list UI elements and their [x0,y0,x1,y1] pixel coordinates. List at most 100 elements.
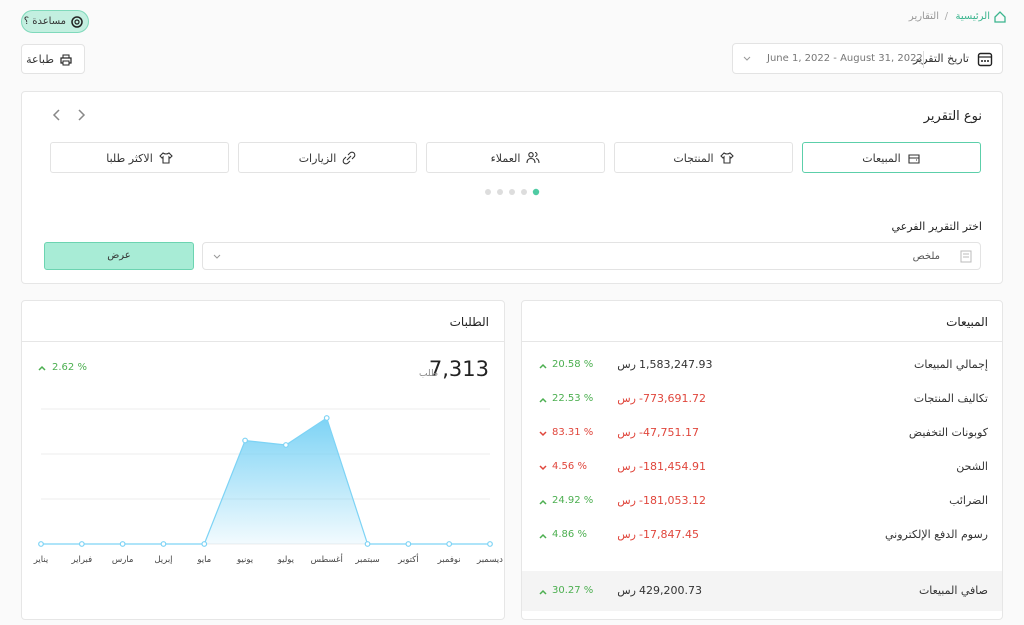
trend-arrow [539,397,547,403]
x-tick-label: مايو [196,555,211,565]
icon-shape [908,154,920,164]
divider [522,341,1002,342]
x-tick-label: سبتمبر [354,555,379,565]
tab-icon [158,152,173,164]
data-point [242,437,248,444]
trend-arrow [539,499,547,505]
tab-icon [526,151,540,164]
tab-label: العملاء [490,152,521,165]
tab-content: العملاء [427,151,604,165]
x-tick-label: أكتوبر [397,553,418,565]
tab-icon [719,152,734,164]
tab-icon [342,151,356,165]
data-point [446,541,453,547]
trend-arrow [539,363,547,369]
home-icon [994,11,1006,23]
sales-row-amount: -181,454.91 [639,460,706,473]
chevron [539,431,547,437]
net-sales-amount: 429,200.73 [639,584,702,597]
print-icon [60,54,72,66]
tab-label: الزيارات [298,152,337,165]
sales-row-name: تكاليف المنتجات [913,392,988,405]
chevron [539,465,547,471]
subreport-label: اختر التقرير الفرعي [891,220,982,233]
report-tab[interactable]: المنتجات [614,142,793,173]
x-tick-label: يناير [33,555,49,565]
orders-card: الطلبات 7,313 طلب 2.62 % يناير فبراير مارس… [21,300,505,620]
sales-row-name: كوبونات التخفيض [908,426,988,439]
x-tick-label: إبريل [154,555,172,565]
icon-shape [342,151,356,165]
print-label: طباعة [26,53,54,66]
trend-arrow [539,431,547,437]
x-tick-label: أغسطس [311,553,343,565]
report-tab[interactable]: الاكثر طلبا [50,142,229,173]
tab-label: المبيعات [862,152,901,165]
orders-chart: يناير فبراير مارس إبريل مايو يونيو يوليو أغسطس س… [33,408,503,565]
chevron [38,365,46,371]
sales-row-name: إجمالي المبيعات [913,358,988,371]
sales-row-change: 20.58 % [552,359,594,370]
sales-row-name: الشحن [956,460,988,473]
carousel-dots [485,188,540,196]
tab-label: المنتجات [673,152,714,165]
net-row-bg [522,571,1002,611]
tab-icon [908,154,920,164]
sales-row-amount: -47,751.17 [639,426,699,439]
sales-row-name: رسوم الدفع الإلكتروني [885,528,988,541]
report-type-card: نوع التقرير اختر التقرير الفرعي ملخص عرض… [21,91,1003,284]
sales-row-currency: رس [617,426,636,439]
chevron [539,533,547,539]
date-range-picker[interactable]: تاريخ التقرير June 1, 2022 - August 31, … [732,43,1003,74]
doc-icon [960,250,972,263]
data-point [201,541,208,547]
date-range: June 1, 2022 - August 31, 2022 [767,53,923,64]
data-point [323,415,330,421]
report-tab[interactable]: الزيارات [238,142,417,173]
carousel-arrows[interactable] [52,109,92,121]
report-tab[interactable]: العملاء [426,142,605,173]
show-button[interactable]: عرض [44,242,194,270]
data-point [78,541,85,547]
subreport-value: ملخص [912,251,940,262]
breadcrumb-home[interactable]: الرئيسية [955,11,990,22]
orders-unit: طلب [419,369,438,379]
x-tick-label: ديسمبر [476,555,503,565]
sales-row-change: 83.31 % [552,427,594,438]
trend-arrow [539,589,547,595]
chevron [539,589,547,595]
area-line [41,417,490,545]
date-label: تاريخ التقرير [913,52,969,65]
data-point [364,541,371,547]
orders-change: 2.62 % [52,362,87,373]
sales-row-currency: رس [617,392,636,405]
subreport-select[interactable]: ملخص [202,242,981,270]
report-tab[interactable]: المبيعات [802,142,981,173]
x-tick-label: يوليو [277,555,295,565]
trend-arrow [539,533,547,539]
sales-row-currency: رس [617,528,636,541]
breadcrumb-separator: / [944,11,948,22]
chevron [539,363,547,369]
orders-total: 7,313 [428,357,489,381]
data-point [119,541,126,547]
calendar-icon [977,52,993,67]
sales-row-amount: -181,053.12 [639,494,706,507]
help-button[interactable]: مساعدة ؟ [21,10,89,33]
help-label: مساعدة ؟ [23,16,66,27]
sales-row-amount: -17,847.45 [639,528,699,541]
tab-content: الزيارات [239,151,416,165]
trend-arrow [38,365,46,371]
net-sales-name: صافي المبيعات [918,584,988,597]
sales-row-amount: 1,583,247.93 [639,358,713,371]
x-tick-label: مارس [112,555,134,565]
sales-row-change: 24.92 % [552,495,594,506]
x-tick-label: يونيو [236,555,254,565]
breadcrumb-current: التقارير [908,11,939,22]
icon-shape [158,152,173,164]
data-point [405,541,412,547]
data-point [38,541,44,547]
print-button[interactable]: طباعة [21,44,85,74]
icon-shape [719,152,734,164]
